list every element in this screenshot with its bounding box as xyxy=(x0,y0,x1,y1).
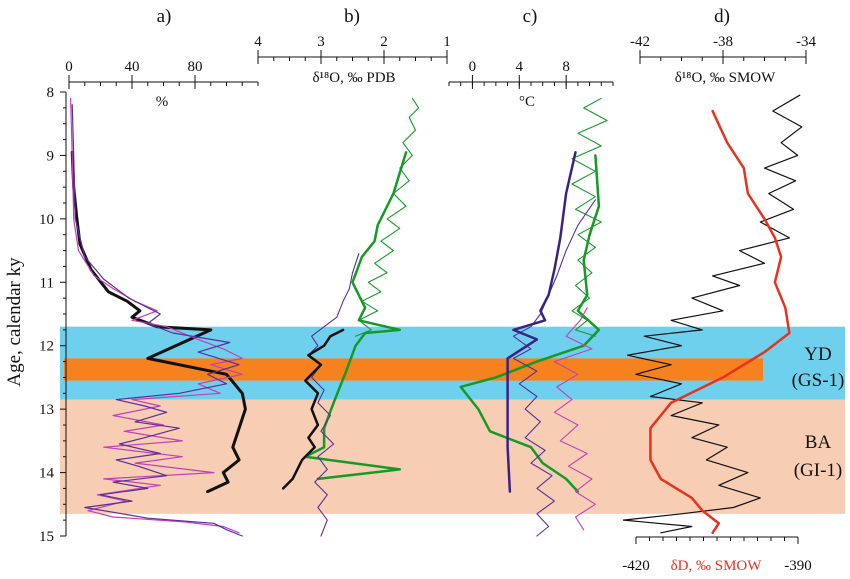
panel-d-tick-label: -42 xyxy=(630,34,650,50)
y-tick-label-8: 8 xyxy=(47,85,55,101)
panel-b-series-3 xyxy=(281,328,345,490)
panel-b-series-2 xyxy=(307,253,360,537)
panel-d-series-0 xyxy=(622,94,803,534)
panel-c-tick-label: 8 xyxy=(562,59,570,75)
panel-c-series-1 xyxy=(459,154,601,493)
panel-c-axis: 0 4 8 c) °C xyxy=(448,6,614,110)
band-labels: YD (GS-1) BA (GI-1) xyxy=(792,344,845,481)
panel-a-series xyxy=(69,97,247,537)
panel-a-xlabel: % xyxy=(156,94,169,110)
panel-d-bottom-tick-label: -420 xyxy=(622,558,650,574)
panel-d-tick-label: -34 xyxy=(796,34,816,50)
panel-a-letter: a) xyxy=(157,6,172,27)
panel-a-series-2 xyxy=(71,104,243,537)
background-bands xyxy=(60,326,845,514)
y-tick-label-14: 14 xyxy=(39,466,55,482)
panel-c-series-4 xyxy=(506,151,577,493)
panel-c-letter: c) xyxy=(523,6,538,27)
panel-b-series-1 xyxy=(304,151,408,481)
panel-d-axis: -42 -38 -34 d) δ¹⁸O, ‰ SMOW -420 -390 δD, ‰ SMO… xyxy=(622,6,816,574)
panel-d-xlabel: δ¹⁸O, ‰ SMOW xyxy=(675,70,776,86)
panel-a-axis: 0 40 80 a)% xyxy=(65,6,259,110)
panel-b-axis: 4 3 2 1 b) δ¹⁸O, ‰ PDB xyxy=(254,6,451,86)
panel-d-bottom-tick-label: -390 xyxy=(784,558,812,574)
panel-a-tick-label: 0 xyxy=(65,59,73,75)
band-label-yd-0: YD xyxy=(804,344,831,365)
panel-c-tick-label: 0 xyxy=(469,59,477,75)
y-tick-label-12: 12 xyxy=(39,339,54,355)
panel-b-series xyxy=(281,97,420,537)
panel-b-tick-label: 2 xyxy=(380,34,388,50)
panel-b-letter: b) xyxy=(344,6,360,27)
y-tick-label-13: 13 xyxy=(39,402,54,418)
y-tick-label-10: 10 xyxy=(39,212,54,228)
panel-b-series-0 xyxy=(355,97,420,337)
panel-d-bottom-xlabel: δD, ‰ SMOW xyxy=(671,558,763,574)
panel-b-tick-label: 4 xyxy=(254,34,262,50)
y-tick-label-11: 11 xyxy=(40,275,54,291)
y-axis-title: Age, calendar ky xyxy=(4,257,25,387)
y-tick-label-15: 15 xyxy=(39,529,54,545)
band-label-ba-1: (GI-1) xyxy=(794,460,843,481)
panel-d-series xyxy=(622,94,803,535)
panel-c-series-3 xyxy=(553,307,596,531)
band-label-ba-0: BA xyxy=(805,432,832,453)
panel-a-tick-label: 80 xyxy=(188,59,203,75)
data-series xyxy=(69,94,803,537)
panel-d-tick-label: -38 xyxy=(713,34,733,50)
y-tick-label-9: 9 xyxy=(47,148,55,164)
panel-c-tick-label: 4 xyxy=(516,59,524,75)
panel-b-tick-label: 1 xyxy=(443,34,451,50)
panel-b-tick-label: 3 xyxy=(317,34,325,50)
panel-d-letter: d) xyxy=(714,6,730,27)
panel-d-series-1 xyxy=(649,109,791,535)
panel-c-series-0 xyxy=(571,97,608,337)
panel-b-xlabel: δ¹⁸O, ‰ PDB xyxy=(312,70,395,86)
panel-a-tick-label: 40 xyxy=(125,59,140,75)
band-ba xyxy=(60,399,845,514)
band-label-yd-1: (GS-1) xyxy=(792,370,845,391)
panel-c-series xyxy=(459,97,608,537)
panel-c-xlabel: °C xyxy=(519,94,535,110)
